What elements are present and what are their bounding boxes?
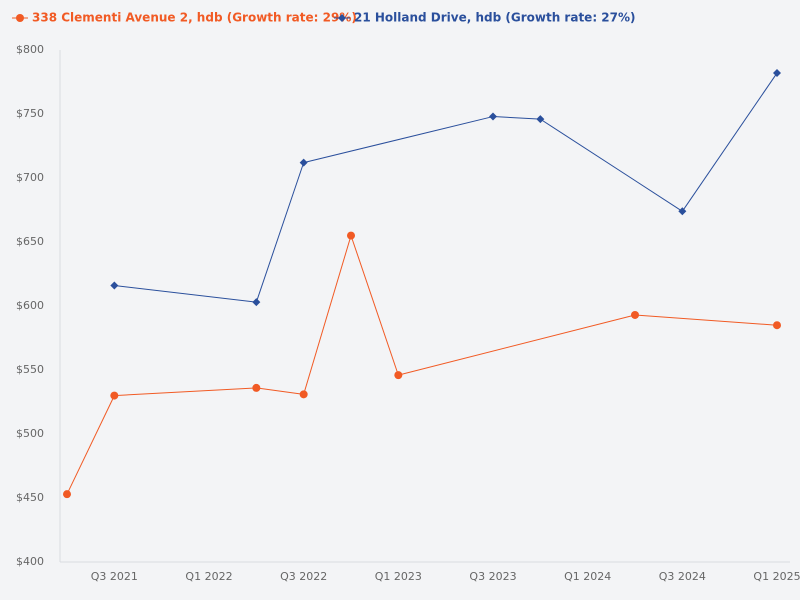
point	[773, 321, 781, 330]
legend-marker	[16, 14, 24, 22]
x-tick-label: Q3 2022	[280, 570, 327, 583]
x-tick-label: Q1 2022	[185, 570, 232, 583]
point	[299, 390, 308, 399]
y-tick-label: $700	[16, 171, 44, 184]
point	[536, 115, 545, 124]
point	[347, 231, 355, 240]
legend-label: 338 Clementi Avenue 2, hdb (Growth rate:…	[32, 11, 357, 25]
point	[63, 490, 71, 499]
line-segment	[398, 314, 636, 376]
line-segment	[114, 285, 257, 303]
x-tick-label: Q1 2023	[375, 570, 422, 583]
x-tick-label: Q3 2021	[91, 570, 138, 583]
point	[394, 371, 403, 380]
line-segment	[634, 314, 778, 326]
line-segment	[114, 387, 257, 397]
line-segment	[256, 387, 304, 395]
line-segment	[255, 162, 305, 303]
x-tick-label: Q3 2024	[659, 570, 706, 583]
point	[110, 391, 119, 400]
y-tick-label: $650	[16, 235, 44, 248]
y-tick-label: $750	[16, 107, 44, 120]
point	[489, 112, 497, 121]
y-tick-label: $800	[16, 43, 44, 56]
line-segment	[540, 118, 683, 212]
line-segment	[492, 116, 541, 120]
y-tick-label: $550	[16, 363, 44, 376]
line-segment	[681, 72, 778, 212]
point	[631, 310, 639, 319]
x-tick-label: Q1 2025	[753, 570, 800, 583]
point	[773, 69, 781, 78]
point	[678, 207, 687, 216]
point	[110, 281, 119, 290]
line-segment	[350, 235, 399, 376]
point	[299, 158, 308, 167]
x-tick-label: Q3 2023	[469, 570, 516, 583]
line-segment	[303, 235, 352, 395]
line-segment	[66, 395, 115, 495]
point	[252, 383, 261, 392]
y-tick-label: $500	[16, 427, 44, 440]
x-tick-label: Q1 2024	[564, 570, 611, 583]
point	[252, 298, 261, 307]
y-tick-label: $600	[16, 299, 44, 312]
y-tick-label: $450	[16, 491, 44, 504]
legend-label: 21 Holland Drive, hdb (Growth rate: 27%)	[354, 11, 636, 25]
line-segment	[303, 116, 494, 164]
legend-marker	[338, 14, 346, 22]
y-tick-label: $400	[16, 555, 44, 568]
